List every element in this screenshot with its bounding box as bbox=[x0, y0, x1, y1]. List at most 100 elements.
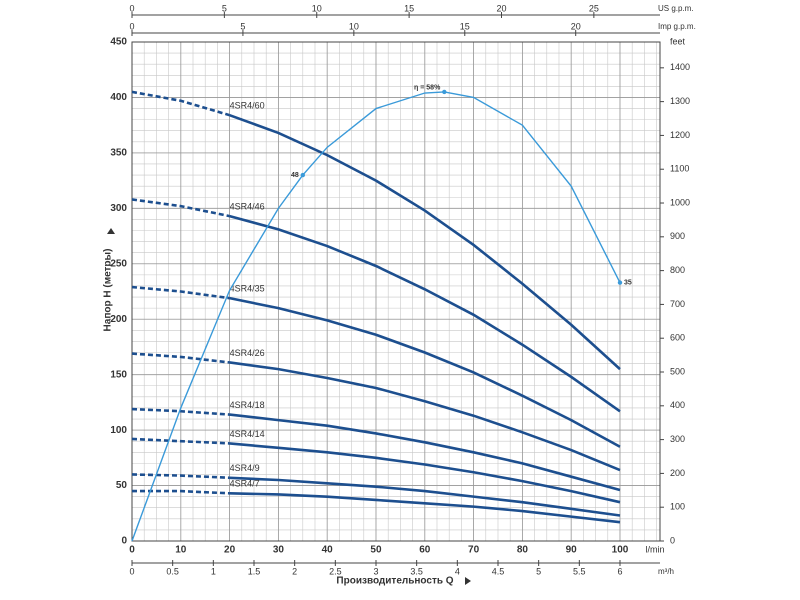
secondary-tick-label: 5 bbox=[222, 3, 227, 13]
curve bbox=[229, 113, 621, 371]
secondary-tick-label: 6 bbox=[617, 566, 622, 576]
curve-dashed bbox=[131, 198, 230, 218]
y2-tick-label: 1400 bbox=[670, 62, 690, 72]
y-tick-label: 150 bbox=[110, 369, 127, 380]
x-tick-label: 20 bbox=[224, 545, 236, 556]
curve bbox=[229, 361, 621, 472]
secondary-tick-label: 0 bbox=[129, 3, 134, 13]
y2-tick-label: 700 bbox=[670, 299, 685, 309]
x-tick-label: 60 bbox=[419, 545, 431, 556]
x-tick-label: 40 bbox=[322, 545, 334, 556]
x-tick-label: 90 bbox=[566, 545, 578, 556]
x-axis-label: Производительность Q bbox=[336, 576, 453, 587]
y-tick-label: 300 bbox=[110, 203, 127, 214]
curve-label: 4SR4/35 bbox=[230, 284, 265, 294]
secondary-tick-label: 0 bbox=[129, 566, 134, 576]
x-tick-label: 80 bbox=[517, 545, 529, 556]
secondary-unit: US g.p.m. bbox=[658, 4, 694, 13]
y-tick-label: 350 bbox=[110, 148, 127, 159]
curve-dashed bbox=[131, 90, 230, 117]
curve bbox=[229, 476, 621, 517]
y2-tick-label: 600 bbox=[670, 333, 685, 343]
secondary-tick-label: 20 bbox=[496, 3, 506, 13]
y-tick-label: 0 bbox=[121, 536, 127, 547]
secondary-unit: m³/h bbox=[658, 567, 674, 576]
x-tick-label: 50 bbox=[370, 545, 382, 556]
y-tick-label: 250 bbox=[110, 258, 127, 269]
y-tick-label: 50 bbox=[116, 480, 128, 491]
annotation-point bbox=[442, 89, 447, 95]
curve-dashed bbox=[131, 473, 230, 480]
y-tick-label: 400 bbox=[110, 92, 127, 103]
secondary-tick-label: 15 bbox=[404, 3, 414, 13]
y2-tick-label: 1100 bbox=[670, 164, 689, 174]
arrow bbox=[465, 577, 471, 585]
secondary-tick-label: 3.5 bbox=[410, 566, 423, 576]
secondary-tick-label: 5 bbox=[240, 21, 245, 31]
curve bbox=[229, 296, 621, 448]
y2-tick-label: 1300 bbox=[670, 96, 690, 106]
y-tick-label: 200 bbox=[110, 314, 127, 325]
curve bbox=[229, 413, 621, 492]
y2-tick-label: 0 bbox=[670, 535, 675, 545]
secondary-tick-label: 0.5 bbox=[166, 566, 179, 576]
arrow bbox=[107, 228, 115, 234]
curve-dashed bbox=[131, 407, 230, 416]
y2-tick-label: 400 bbox=[670, 400, 685, 410]
secondary-tick-label: 4 bbox=[455, 566, 460, 576]
curve-dashed bbox=[131, 352, 230, 364]
annotation-point bbox=[300, 172, 305, 178]
annotation: 35 bbox=[624, 279, 632, 286]
curve-label: 4SR4/46 bbox=[230, 201, 265, 211]
annotation: η = 58% bbox=[414, 85, 441, 92]
secondary-tick-label: 2 bbox=[292, 566, 297, 576]
efficiency-curve bbox=[131, 91, 621, 542]
y-tick-label: 450 bbox=[110, 37, 127, 48]
secondary-tick-label: 0 bbox=[129, 21, 134, 31]
secondary-tick-label: 5 bbox=[536, 566, 541, 576]
curve bbox=[229, 214, 621, 413]
annotation-point bbox=[617, 280, 623, 285]
curve-dashed bbox=[132, 489, 230, 495]
y2-tick-label: 1000 bbox=[670, 197, 690, 207]
secondary-tick-label: 3 bbox=[373, 566, 378, 576]
curve-label: 4SR4/60 bbox=[230, 101, 265, 111]
y2-tick-label: 800 bbox=[670, 265, 685, 275]
x-unit: l/min bbox=[645, 544, 664, 554]
secondary-unit: Imp g.p.m. bbox=[658, 22, 696, 31]
curve-dashed bbox=[131, 285, 230, 300]
secondary-tick-label: 15 bbox=[460, 21, 470, 31]
y2-tick-label: 900 bbox=[670, 231, 685, 241]
x-tick-label: 0 bbox=[129, 545, 135, 556]
y-axis-label: Напор H (метры) bbox=[103, 249, 114, 332]
plot-frame bbox=[131, 41, 661, 542]
x-tick-label: 70 bbox=[468, 545, 480, 556]
secondary-tick-label: 10 bbox=[312, 3, 322, 13]
curve-label: 4SR4/7 bbox=[230, 479, 260, 489]
x-tick-label: 100 bbox=[612, 545, 629, 556]
secondary-tick-label: 2.5 bbox=[329, 566, 342, 576]
secondary-tick-label: 1.5 bbox=[248, 566, 261, 576]
curve bbox=[229, 442, 621, 504]
curve bbox=[229, 492, 621, 524]
y2-tick-label: 100 bbox=[670, 502, 685, 512]
y2-tick-label: 1200 bbox=[670, 130, 690, 140]
y-tick-label: 100 bbox=[110, 425, 127, 436]
y2-tick-label: 300 bbox=[670, 434, 685, 444]
x-tick-label: 10 bbox=[175, 545, 187, 556]
secondary-tick-label: 5.5 bbox=[573, 566, 586, 576]
curve-label: 4SR4/14 bbox=[230, 429, 265, 439]
y2-tick-label: 200 bbox=[670, 468, 685, 478]
secondary-tick-label: 1 bbox=[211, 566, 216, 576]
secondary-tick-label: 20 bbox=[571, 21, 581, 31]
curve-label: 4SR4/18 bbox=[230, 400, 265, 410]
x-tick-label: 30 bbox=[273, 545, 285, 556]
secondary-tick-label: 25 bbox=[589, 3, 599, 13]
curve-dashed bbox=[131, 437, 230, 445]
y2-tick-label: 500 bbox=[670, 366, 685, 376]
secondary-tick-label: 10 bbox=[349, 21, 359, 31]
curve-label: 4SR4/26 bbox=[230, 348, 265, 358]
annotation: 48 bbox=[291, 172, 299, 179]
secondary-tick-label: 4.5 bbox=[492, 566, 505, 576]
